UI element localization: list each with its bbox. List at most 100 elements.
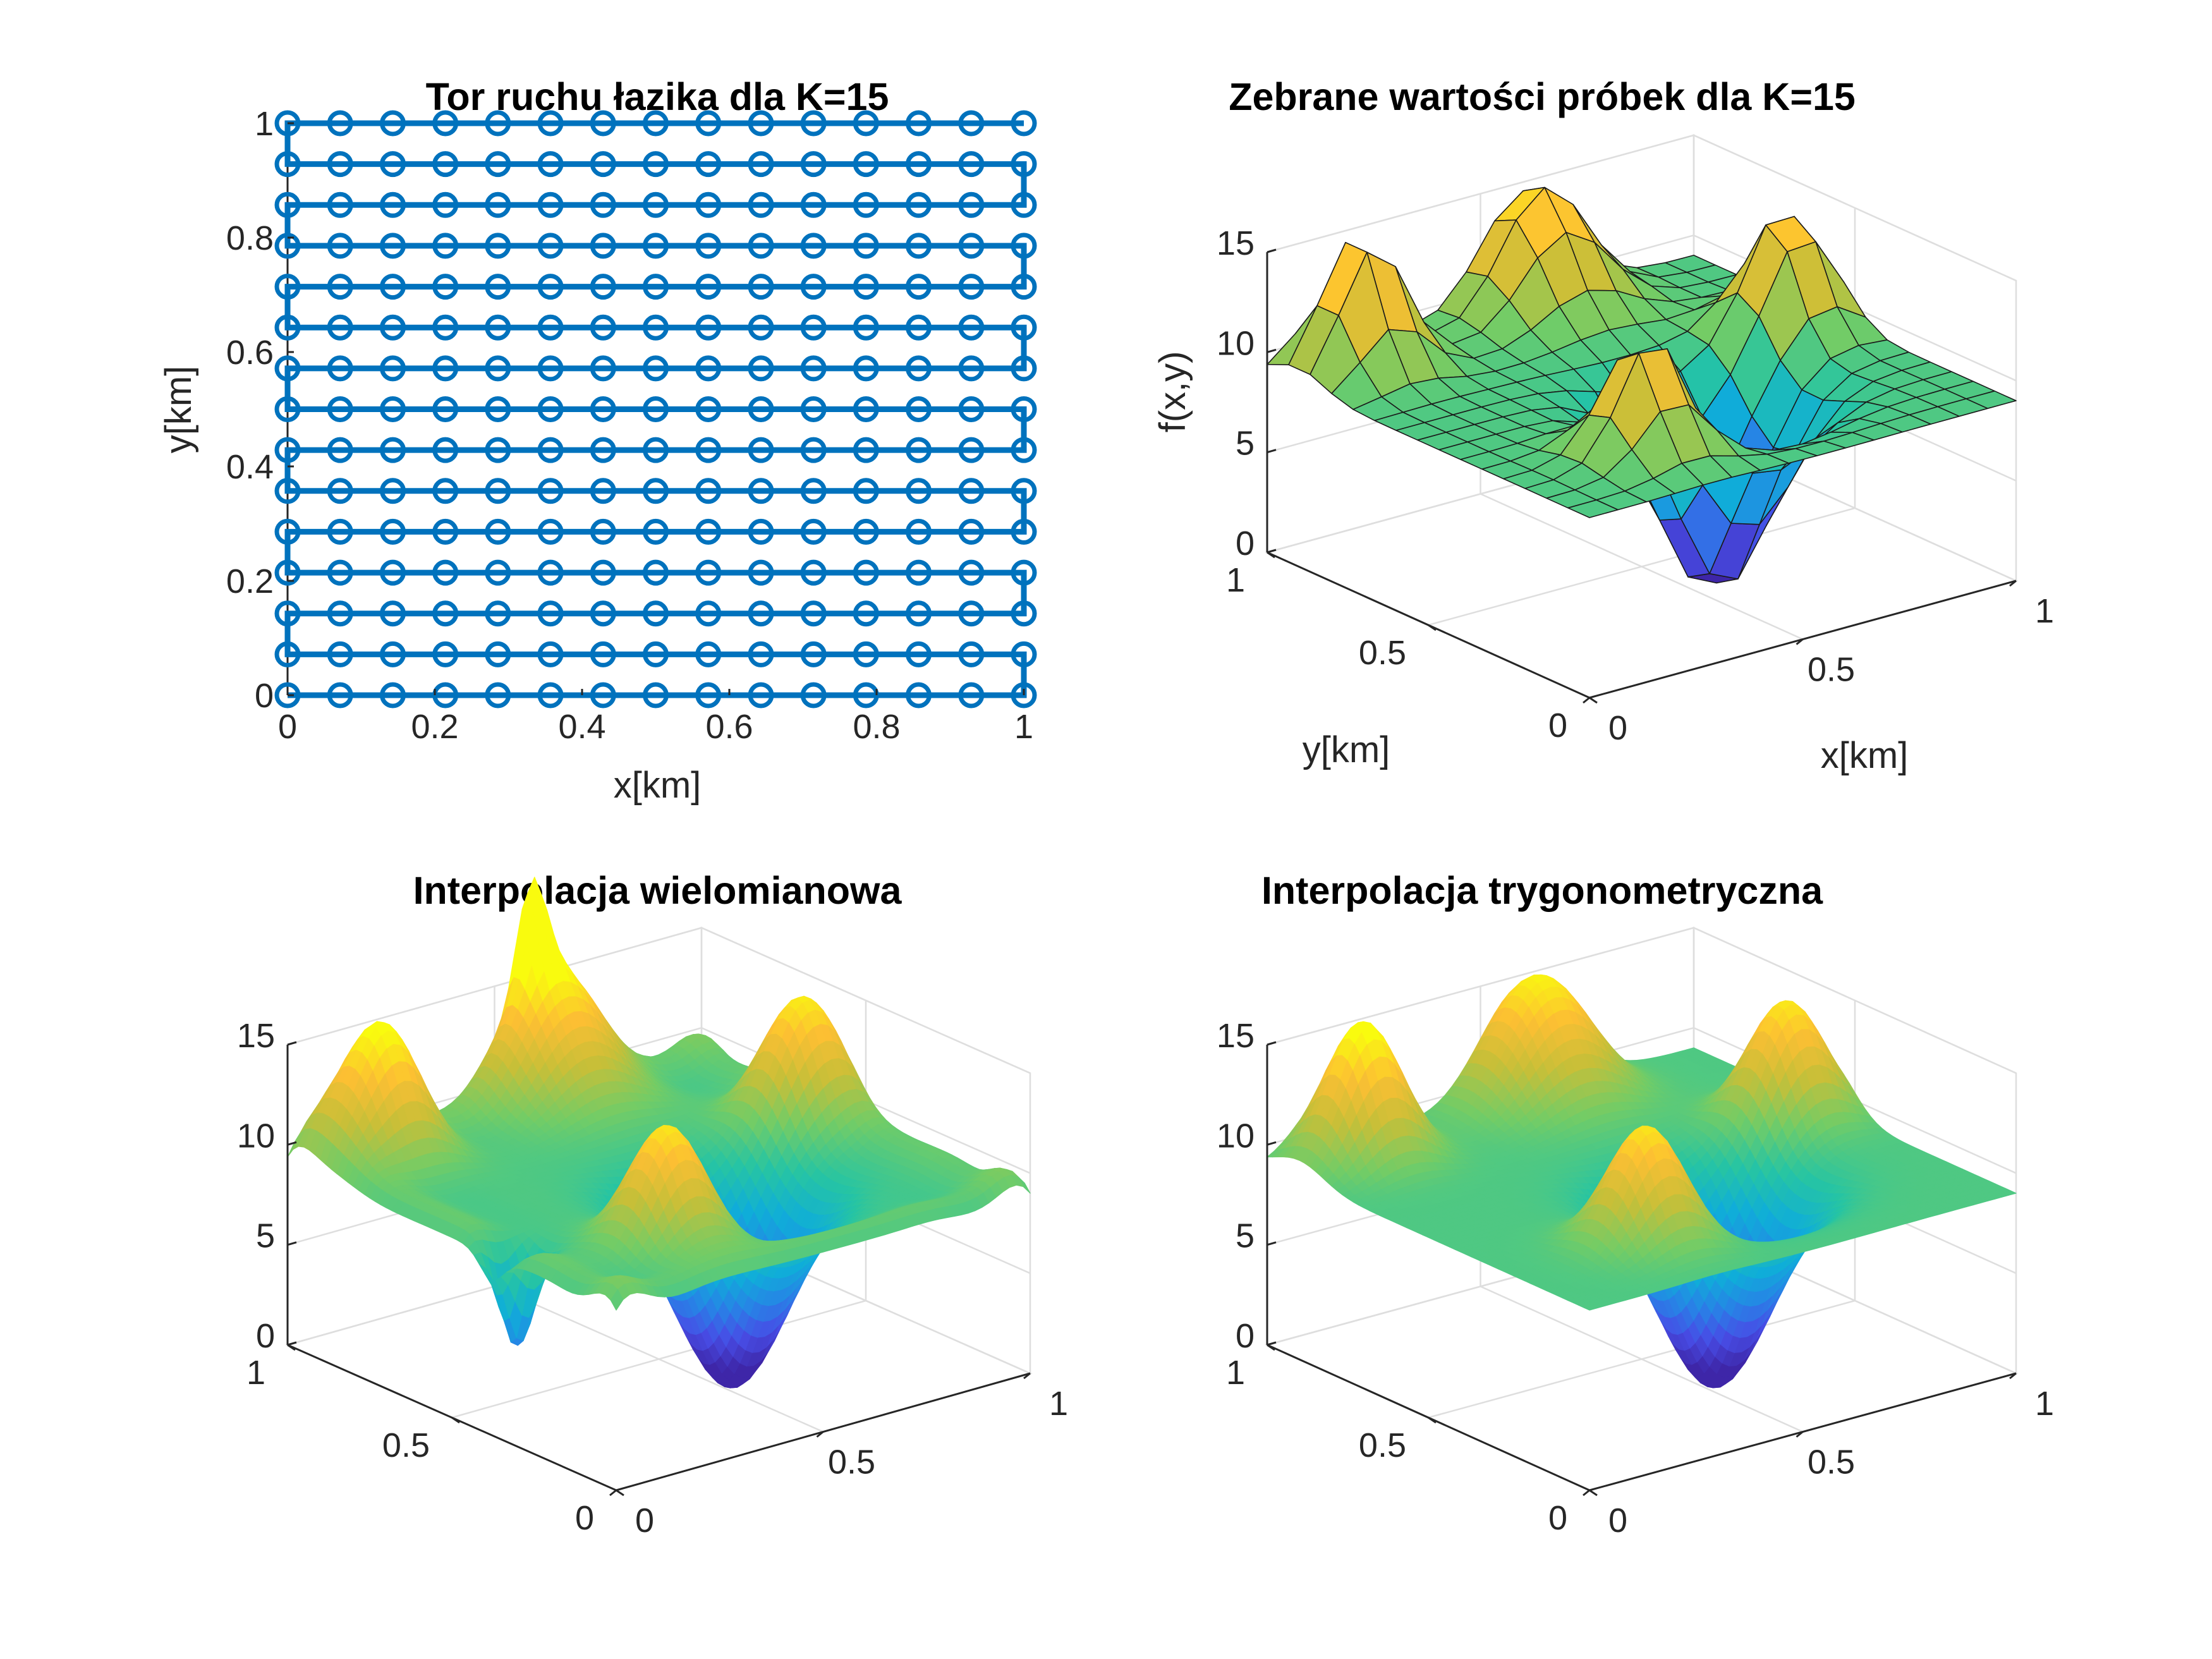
sample-point [432,110,459,137]
sample-point [748,600,774,627]
sample-point [643,233,669,259]
sample-point [1011,233,1037,259]
x-tick-label: 0.6 [705,708,753,746]
sample-point [643,478,669,504]
sample-point [695,437,722,463]
y-tick-label: 0 [255,677,274,715]
sample-point [537,110,564,137]
sample-point [853,233,879,259]
sample-point [432,437,459,463]
polynomial-z-tick-label: 0 [256,1317,275,1355]
sample-point [380,478,406,504]
sample-point [906,559,932,586]
samples-y-tick-label: 0 [1548,707,1567,744]
sample-point [485,274,511,300]
sample-point [590,559,616,586]
sample-point [748,110,774,137]
sample-point [590,437,616,463]
sample-point [695,682,722,708]
sample-point [643,559,669,586]
sample-point [537,274,564,300]
polynomial-x-tick-label: 1 [1049,1385,1068,1423]
sample-point [695,478,722,504]
polynomial-z-tick-label: 15 [237,1017,275,1055]
sample-point [1011,314,1037,341]
sample-point [590,355,616,382]
polynomial-z-tick-label: 10 [237,1117,275,1155]
sample-point [748,559,774,586]
sample-point [274,314,301,341]
sample-point [590,233,616,259]
sample-point [695,355,722,382]
sample-point [906,641,932,667]
sample-point [906,110,932,137]
sample-point [800,274,827,300]
sample-point [537,641,564,667]
sample-point [327,682,353,708]
sample-point [1011,478,1037,504]
sample-point [274,355,301,382]
sample-point [748,151,774,178]
sample-point [485,233,511,259]
sample-point [485,314,511,341]
sample-point [748,518,774,545]
sample-point [800,641,827,667]
sample-point [1011,151,1037,178]
sample-point [327,559,353,586]
sample-point [274,437,301,463]
sample-point [274,682,301,708]
samples-x-tick-label: 1 [2035,592,2054,630]
sample-point [537,437,564,463]
sample-point [274,518,301,545]
sample-point [853,396,879,422]
sample-point [853,314,879,341]
samples-y-tick-mark [1589,696,1598,704]
sample-point [590,641,616,667]
samples-y-tick-mark [1428,624,1437,631]
rover-path-ylabel: y[km] [158,366,199,454]
sample-point [274,274,301,300]
sample-point [380,559,406,586]
sample-point [590,274,616,300]
sample-point [1011,518,1037,545]
samples-z-tick-label: 10 [1217,324,1255,362]
sample-point [380,437,406,463]
sample-point [906,355,932,382]
samples-z-tick-mark [1267,348,1277,353]
sample-point [853,478,879,504]
sample-point [906,600,932,627]
y-tick-label: 0.2 [226,562,274,600]
polynomial-interp-chart: Interpolacja wielomianowa 00.5100.510510… [237,869,1068,1540]
sample-point [1011,355,1037,382]
sample-point [327,600,353,627]
sample-point [327,641,353,667]
sample-point [800,110,827,137]
sample-point [853,559,879,586]
sample-point [274,151,301,178]
sample-point [643,518,669,545]
sample-point [327,110,353,137]
sample-point [695,518,722,545]
x-tick-label: 1 [1014,708,1033,746]
sample-point [327,233,353,259]
sample-point [274,600,301,627]
sample-point [695,151,722,178]
samples-grid-line [1267,134,2017,282]
sample-point [1011,682,1037,708]
sample-point [800,559,827,586]
samples-z-tick-mark [1267,248,1277,253]
sample-point [958,355,985,382]
sample-point [958,274,985,300]
sample-point [1011,110,1037,137]
sample-point [853,110,879,137]
sample-point [695,314,722,341]
sample-point [327,478,353,504]
y-tick-label: 0.4 [226,448,274,486]
sample-point [958,437,985,463]
sample-point [958,233,985,259]
sample-point [590,478,616,504]
sample-point [800,600,827,627]
sample-point [800,355,827,382]
